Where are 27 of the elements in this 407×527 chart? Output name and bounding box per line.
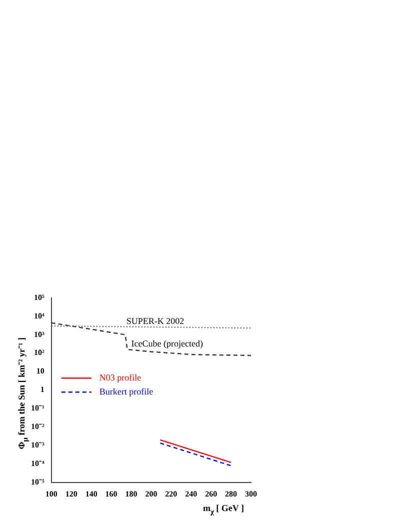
- x-tick-label: 160: [105, 489, 118, 498]
- y-tick-label: 10⁻³: [30, 440, 45, 450]
- y-tick-label: 10⁻⁵: [30, 477, 45, 486]
- x-tick-label: 220: [165, 489, 178, 498]
- x-tick-label: 280: [225, 489, 238, 498]
- y-tick-label: 10⁻⁴: [30, 459, 45, 468]
- y-tick-label: 10⁵: [34, 292, 45, 302]
- x-tick-label: 200: [145, 489, 158, 498]
- y-tick-label: 1: [40, 385, 44, 394]
- annotation: IceCube (projected): [131, 338, 204, 348]
- x-tick-label: 180: [125, 489, 138, 498]
- x-axis-title: m$_{χ}$ [ GeV ]: [202, 503, 244, 517]
- x-tick-label: 140: [85, 489, 98, 498]
- x-tick-label: 240: [185, 489, 198, 498]
- annotation: SUPER-K 2002: [126, 316, 184, 326]
- y-tick-label: 10⁻¹: [30, 404, 45, 413]
- x-tick-label: 100: [45, 489, 58, 498]
- y-tick-label: 10²: [34, 348, 45, 358]
- x-tick-label: 120: [65, 489, 78, 498]
- y-tick-label: 10⁻²: [30, 422, 45, 432]
- x-tick-label: 300: [245, 489, 257, 498]
- y-tick-label: 10³: [34, 330, 45, 339]
- legend-label: Burkert profile: [99, 386, 154, 396]
- legend-label: N03 profile: [99, 372, 142, 382]
- y-tick-label: 10: [36, 366, 44, 376]
- x-tick-label: 260: [205, 489, 218, 498]
- y-tick-label: 10⁴: [34, 311, 45, 320]
